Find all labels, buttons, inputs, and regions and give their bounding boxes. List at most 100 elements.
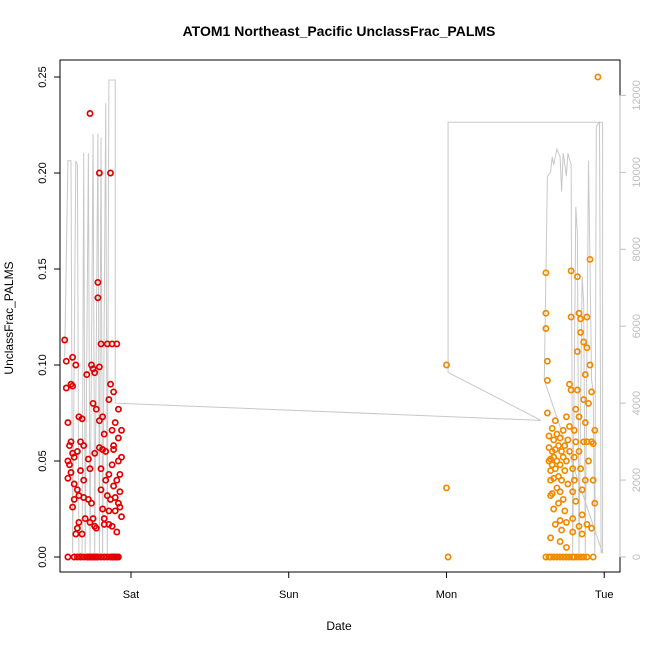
- data-point-s1-11: [69, 353, 77, 361]
- data-point-s2-0: [443, 361, 450, 369]
- data-point-s1-71: [110, 388, 118, 396]
- data-point-s2-27: [553, 430, 561, 438]
- y2-tick-label-3: 6000: [631, 314, 643, 338]
- data-point-s2-97: [562, 518, 570, 526]
- data-point-s1-100: [64, 553, 72, 561]
- data-point-s1-76: [113, 476, 121, 484]
- x-tick-label-0: Sat: [123, 589, 140, 601]
- data-point-s2-51: [566, 447, 573, 455]
- data-point-s2-85: [585, 457, 592, 465]
- data-point-s1-84: [116, 488, 124, 496]
- data-point-s2-23: [550, 505, 558, 513]
- data-point-s1-74: [111, 419, 119, 427]
- x-tick-label-3: Tue: [595, 589, 614, 601]
- data-point-s2-30: [555, 442, 562, 450]
- y-tick-label-3: 0.15: [37, 258, 49, 279]
- y2-tick-label-6: 12000: [631, 80, 643, 111]
- data-point-s2-86: [586, 255, 594, 263]
- data-point-s1-99: [111, 494, 119, 501]
- data-point-s1-2: [62, 384, 70, 392]
- data-point-s2-116: [570, 553, 578, 561]
- data-point-s1-0: [61, 336, 69, 344]
- data-point-s2-3: [542, 269, 550, 277]
- data-point-s2-76: [580, 396, 588, 404]
- data-point-s2-24: [551, 417, 559, 425]
- data-point-s2-94: [594, 73, 602, 81]
- data-point-s1-18: [72, 361, 80, 369]
- data-point-s1-59: [102, 476, 110, 484]
- data-point-s2-54: [567, 386, 575, 394]
- y-axis-label: UnclassFrac_PALMS: [2, 261, 16, 374]
- data-point-s2-19: [548, 490, 556, 498]
- data-point-s2-79: [581, 419, 589, 427]
- data-point-s2-50: [566, 422, 573, 430]
- data-point-s2-113: [562, 553, 570, 561]
- y-tick-label-4: 0.20: [37, 162, 49, 183]
- data-point-s1-63: [105, 396, 113, 404]
- data-point-s2-58: [570, 426, 578, 434]
- data-point-s1-92: [78, 530, 86, 538]
- data-point-s2-73: [578, 486, 586, 494]
- data-point-s1-86: [118, 426, 125, 434]
- data-point-s2-103: [547, 534, 555, 542]
- data-point-s2-38: [558, 476, 566, 484]
- data-point-s1-53: [97, 486, 105, 494]
- data-point-s2-66: [573, 386, 581, 394]
- data-point-s1-101: [70, 553, 78, 561]
- data-point-s2-110: [553, 553, 561, 561]
- x-axis-label: Date: [326, 619, 352, 633]
- data-point-s2-49: [566, 380, 573, 388]
- x-axis: Sat Sun Mon Tue: [123, 571, 614, 601]
- data-point-s2-6: [543, 357, 551, 365]
- data-point-s2-80: [581, 476, 589, 484]
- data-point-s2-25: [551, 446, 559, 453]
- y2-tick-label-0: 0: [631, 554, 643, 560]
- data-point-s1-79: [114, 405, 122, 413]
- data-point-s2-117: [573, 553, 581, 561]
- data-point-s1-43: [91, 449, 99, 457]
- data-point-s2-65: [573, 348, 581, 356]
- y2-tick-label-4: 8000: [631, 237, 643, 261]
- data-point-s1-80: [114, 434, 122, 442]
- data-point-s1-103: [77, 553, 84, 561]
- data-point-s1-94: [91, 522, 99, 530]
- data-point-s2-121: [589, 553, 597, 561]
- data-point-s1-26: [78, 415, 86, 423]
- data-point-s1-97: [107, 169, 114, 177]
- x-tick-label-2: Mon: [436, 589, 457, 601]
- data-point-s2-109: [550, 553, 558, 561]
- data-point-s2-63: [572, 497, 580, 505]
- y-tick-label-5: 0.25: [37, 66, 49, 87]
- data-point-s2-95: [551, 520, 559, 528]
- data-point-s2-44: [561, 507, 569, 515]
- data-point-s2-93: [591, 499, 599, 507]
- data-point-s1-96: [95, 169, 103, 177]
- data-point-s2-64: [573, 273, 581, 281]
- data-point-s2-100: [578, 530, 586, 538]
- data-point-s1-13: [67, 469, 75, 476]
- data-point-s1-35: [84, 455, 92, 463]
- data-point-s2-41: [559, 495, 567, 503]
- data-point-s1-40: [89, 399, 97, 407]
- altitude-line: [64, 79, 604, 554]
- data-point-s1-36: [86, 465, 94, 473]
- data-point-s2-104: [556, 538, 564, 546]
- data-point-s1-73: [110, 482, 118, 490]
- data-point-s2-33: [556, 434, 564, 442]
- data-point-s1-15: [70, 480, 78, 488]
- data-point-s1-3: [64, 419, 72, 427]
- data-point-s1-69: [108, 426, 116, 434]
- chart-title: ATOM1 Northeast_Pacific UnclassFrac_PALM…: [183, 23, 496, 39]
- data-point-s2-67: [575, 309, 583, 317]
- data-point-s2-75: [580, 338, 588, 346]
- data-point-s1-121: [114, 553, 122, 561]
- data-point-s2-52: [567, 267, 575, 275]
- data-point-s2-46: [562, 457, 570, 465]
- data-point-s1-78: [113, 528, 121, 536]
- data-point-s2-92: [591, 426, 599, 434]
- data-point-s2-39: [559, 426, 567, 434]
- data-point-s1-52: [97, 465, 105, 473]
- data-point-s2-118: [577, 553, 585, 561]
- data-point-s2-68: [575, 413, 583, 421]
- y-tick-label-0: 0.00: [37, 546, 49, 567]
